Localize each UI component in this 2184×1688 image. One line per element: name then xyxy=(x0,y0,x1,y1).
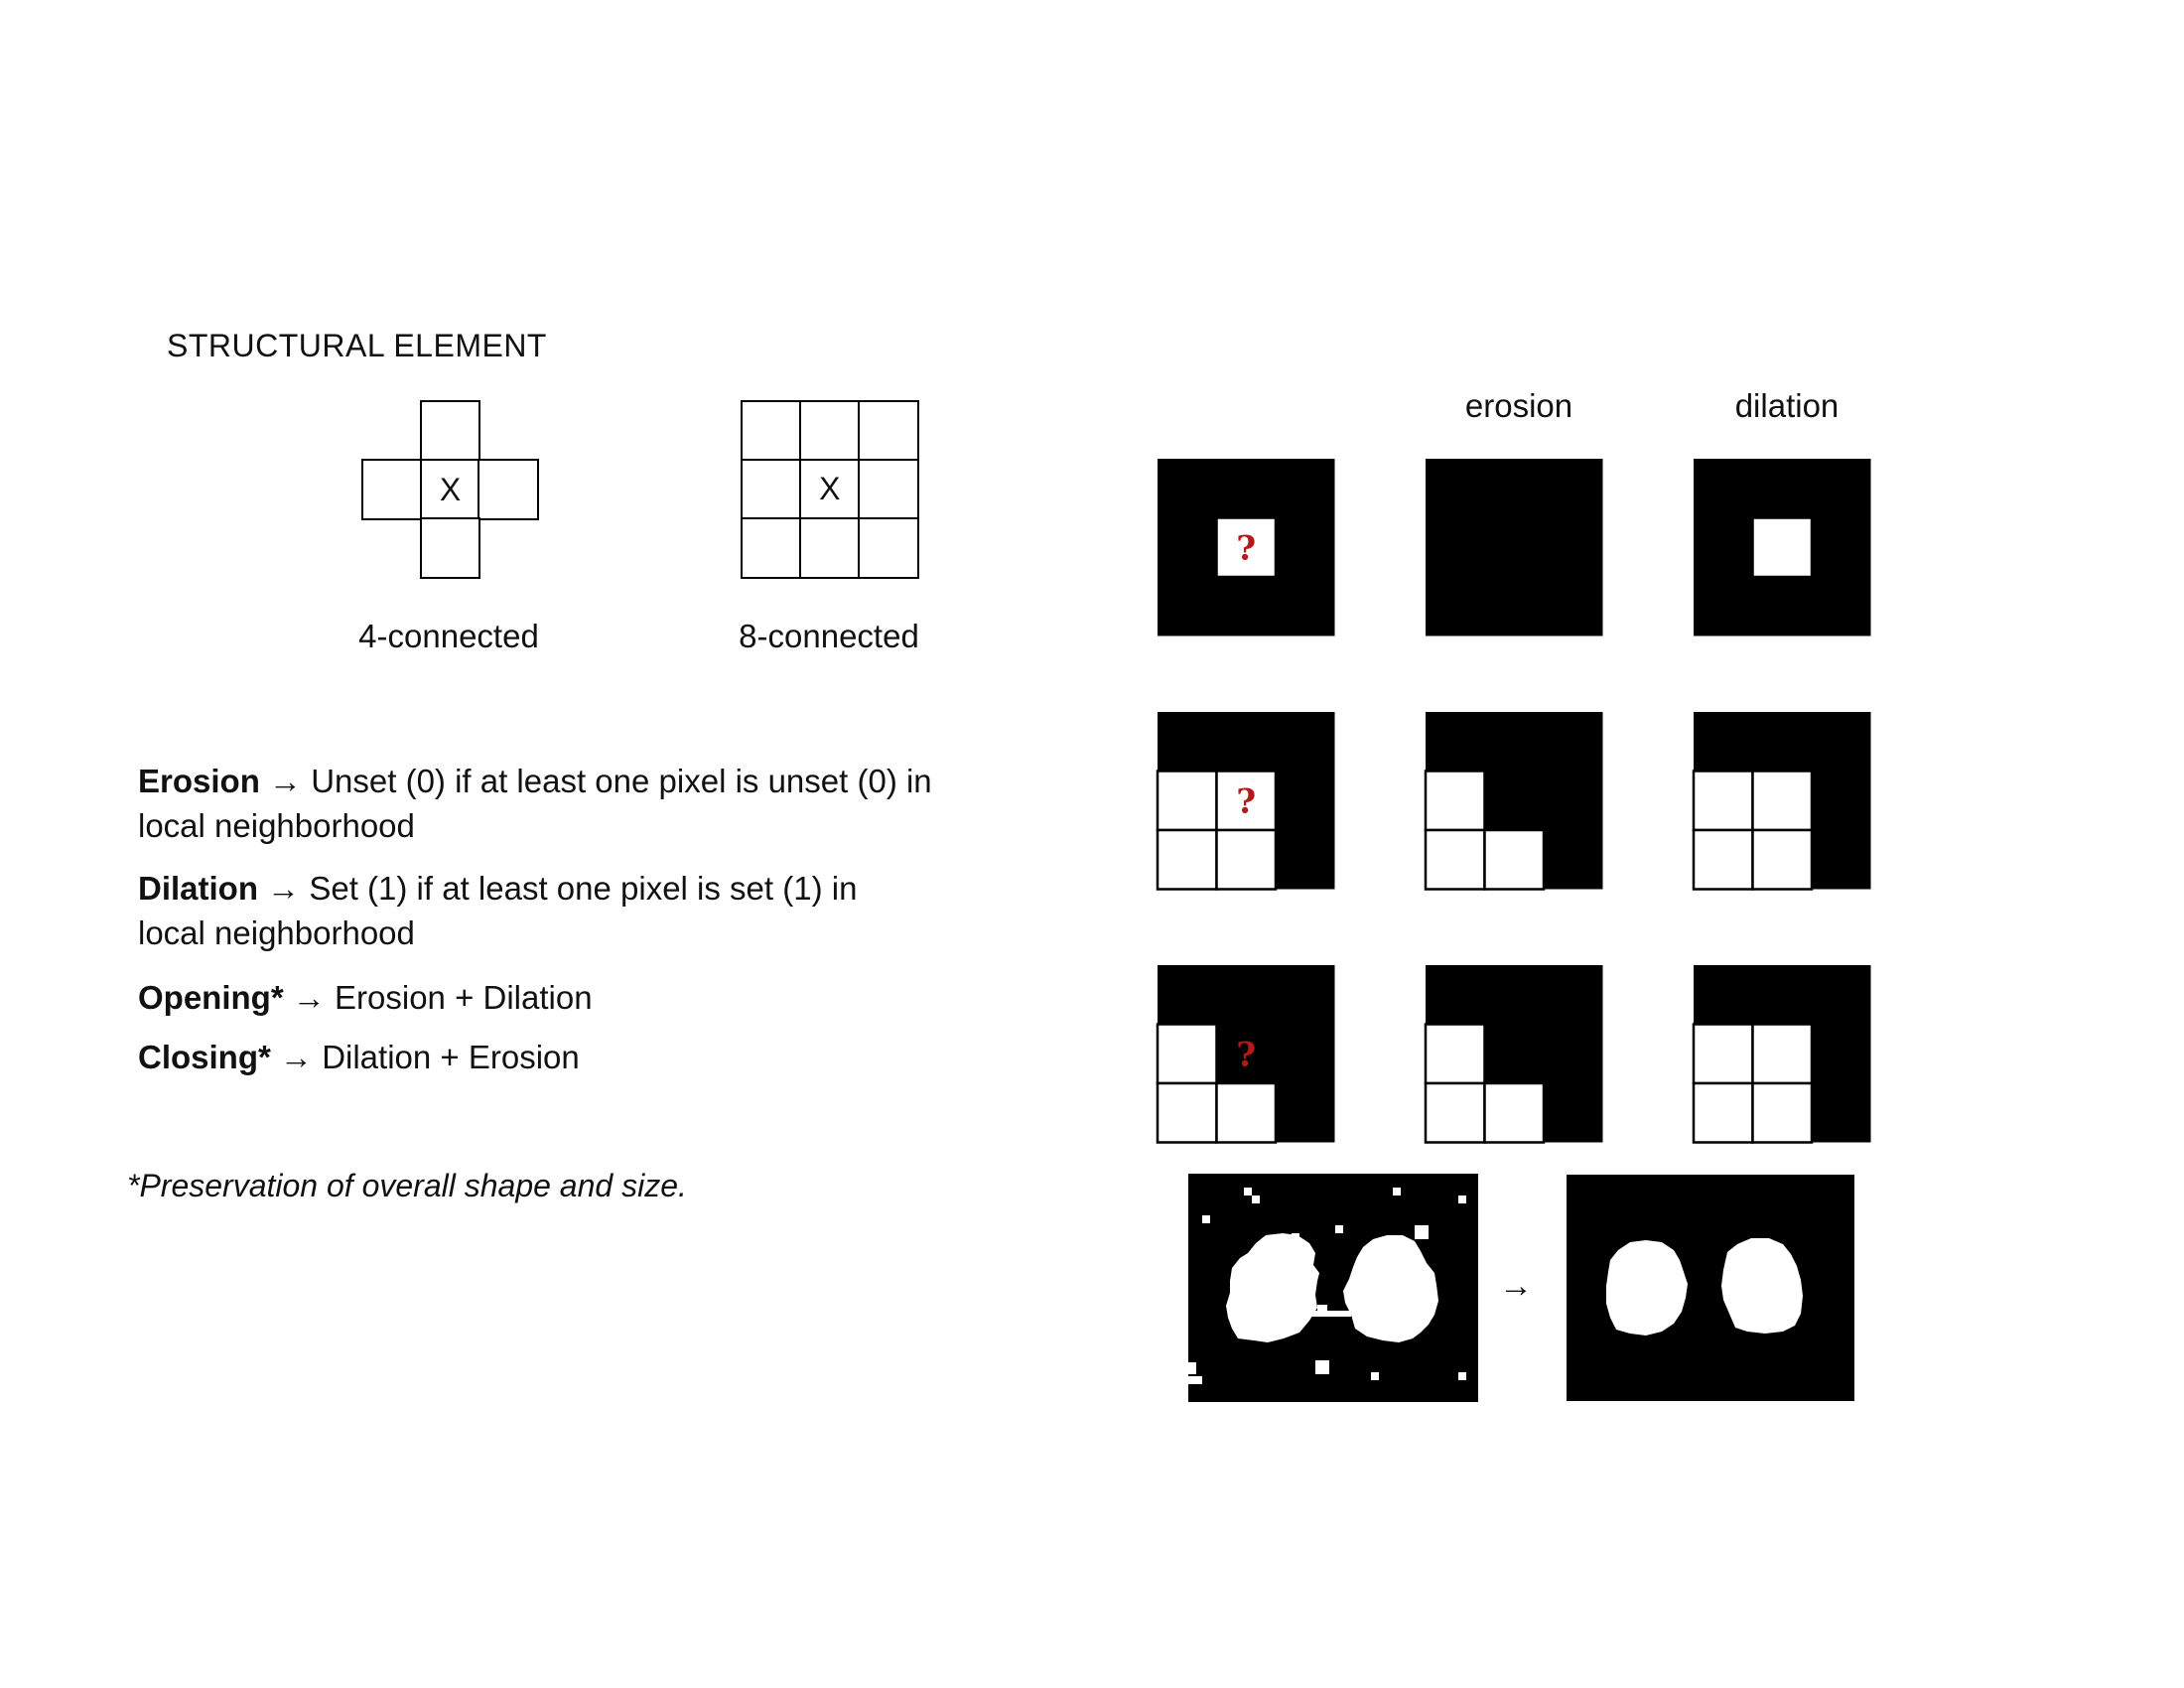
eight-center-mark: X xyxy=(819,471,841,507)
grid-row3-input: ? xyxy=(1156,965,1335,1144)
four-cell-bottom xyxy=(420,517,480,579)
white-pixel xyxy=(1692,1081,1754,1144)
white-pixel xyxy=(1215,1081,1278,1144)
white-pixel xyxy=(1424,1023,1486,1085)
definition-erosion: Erosion → Unset (0) if at least one pixe… xyxy=(138,759,972,848)
definition-text: Erosion + Dilation xyxy=(335,979,593,1016)
four-connected-caption: 4-connected xyxy=(358,618,539,654)
definition-text: Set (1) if at least one pixel is set (1)… xyxy=(138,870,858,951)
four-cell-right xyxy=(478,459,539,520)
four-center-mark: X xyxy=(439,471,462,507)
white-pixel xyxy=(1156,828,1218,891)
white-pixel xyxy=(1156,1023,1218,1085)
structural-element-title: STRUCTURAL ELEMENT xyxy=(167,328,547,363)
question-mark: ? xyxy=(1236,528,1256,568)
white-pixel xyxy=(1692,1023,1754,1085)
white-pixel xyxy=(1156,1081,1218,1144)
column-header-erosion: erosion xyxy=(1464,387,1573,424)
white-pixel xyxy=(1751,516,1814,579)
definition-text: Unset (0) if at least one pixel is unset… xyxy=(138,763,932,844)
white-pixel xyxy=(1692,828,1754,891)
definition-arrow: → xyxy=(280,1039,314,1075)
definition-arrow: → xyxy=(269,763,303,799)
grid-row1-erosion xyxy=(1426,459,1603,636)
grid-row2-erosion xyxy=(1424,712,1603,891)
white-pixel xyxy=(1483,828,1546,891)
definition-term: Closing* xyxy=(138,1039,271,1075)
definition-term: Dilation xyxy=(138,870,258,907)
eight-cell-2-2 xyxy=(858,517,919,579)
white-pixel xyxy=(1215,516,1278,579)
eight-cell-0-0 xyxy=(741,400,802,462)
eight-cell-0-2 xyxy=(858,400,919,462)
four-cell-left xyxy=(361,459,423,520)
grid-row3-erosion xyxy=(1424,965,1603,1144)
column-header-dilation: dilation xyxy=(1734,387,1840,424)
white-pixel xyxy=(1424,1081,1486,1144)
footnote: *Preservation of overall shape and size. xyxy=(127,1168,687,1203)
grid-row2-input: ? xyxy=(1156,712,1335,891)
white-pixel xyxy=(1424,828,1486,891)
definition-term: Erosion xyxy=(138,763,260,799)
cleaned-binary-image xyxy=(1567,1175,1854,1401)
white-pixel xyxy=(1751,1023,1814,1085)
grid-row1-dilation xyxy=(1694,459,1871,636)
definition-dilation: Dilation → Set (1) if at least one pixel… xyxy=(138,866,932,955)
question-mark: ? xyxy=(1236,781,1256,821)
noisy-binary-image xyxy=(1188,1174,1478,1402)
question-mark: ? xyxy=(1236,1035,1256,1074)
grid-row3-dilation xyxy=(1692,965,1871,1144)
four-cell-top xyxy=(420,400,480,462)
white-pixel xyxy=(1751,1081,1814,1144)
white-pixel xyxy=(1156,770,1218,832)
four-cell-center: X xyxy=(420,459,480,520)
definition-arrow: → xyxy=(267,870,301,907)
eight-connected-caption: 8-connected xyxy=(739,618,919,654)
grid-background xyxy=(1426,459,1603,636)
white-pixel xyxy=(1215,770,1278,832)
definition-term: Opening* xyxy=(138,979,284,1016)
white-pixel xyxy=(1751,770,1814,832)
definition-closing: Closing* → Dilation + Erosion xyxy=(138,1035,972,1079)
definition-text: Dilation + Erosion xyxy=(322,1039,580,1075)
grid-row2-dilation xyxy=(1692,712,1871,891)
definition-opening: Opening* → Erosion + Dilation xyxy=(138,975,972,1020)
white-pixel xyxy=(1692,770,1754,832)
white-pixel xyxy=(1424,770,1486,832)
white-pixel xyxy=(1215,828,1278,891)
white-pixel xyxy=(1751,828,1814,891)
white-pixel xyxy=(1483,1081,1546,1144)
example-arrow: → xyxy=(1499,1267,1533,1305)
grid-row1-input: ? xyxy=(1158,459,1335,636)
definition-arrow: → xyxy=(292,979,326,1016)
